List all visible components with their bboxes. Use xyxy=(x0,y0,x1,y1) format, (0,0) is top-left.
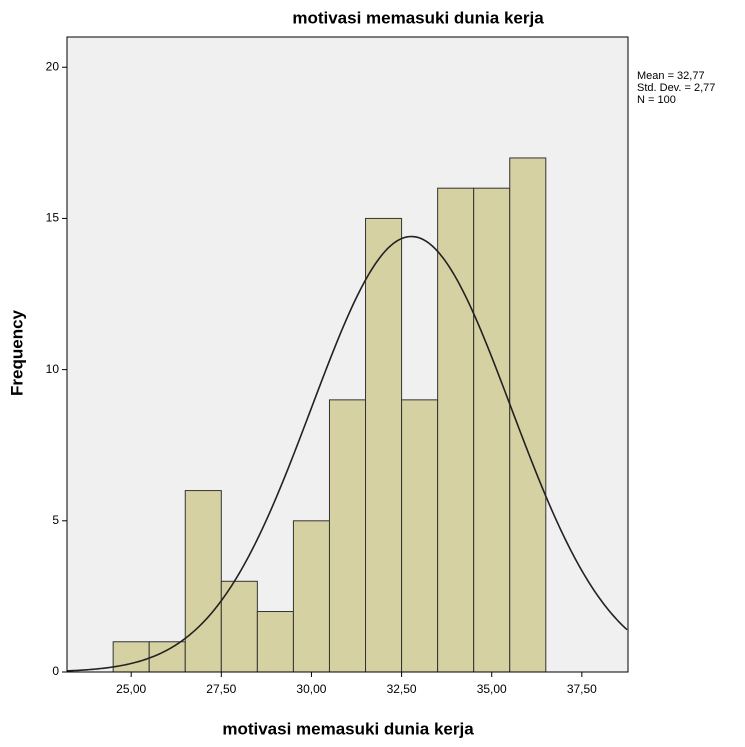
y-axis-label: Frequency xyxy=(7,309,26,396)
y-tick-label: 15 xyxy=(46,211,60,225)
bar xyxy=(220,580,258,673)
y-tick-label: 10 xyxy=(46,362,60,376)
chart-title: motivasi memasuki dunia kerja xyxy=(292,8,544,27)
y-tick-label: 0 xyxy=(52,664,59,678)
bar xyxy=(365,217,403,673)
y-tick-label: 20 xyxy=(46,59,60,73)
normal-curve xyxy=(66,235,628,672)
bar xyxy=(292,520,330,673)
stat-sd: Std. Dev. = 2,77 xyxy=(637,82,715,94)
stat-n: N = 100 xyxy=(637,94,676,106)
bar xyxy=(112,641,150,673)
bar xyxy=(184,490,222,673)
x-tick-label: 25,00 xyxy=(116,682,146,696)
bar xyxy=(437,187,475,673)
x-tick-label: 30,00 xyxy=(296,682,326,696)
x-axis-label: motivasi memasuki dunia kerja xyxy=(222,719,474,738)
bar xyxy=(509,157,547,673)
x-tick-label: 37,50 xyxy=(567,682,597,696)
bar xyxy=(328,399,367,673)
bar xyxy=(148,641,186,673)
bar xyxy=(473,187,511,673)
bar xyxy=(401,399,439,673)
plot-border xyxy=(66,36,629,673)
x-tick-label: 32,50 xyxy=(387,682,417,696)
y-tick-label: 5 xyxy=(52,513,59,527)
stat-mean: Mean = 32,77 xyxy=(637,70,705,82)
x-tick-label: 27,50 xyxy=(206,682,236,696)
bar xyxy=(256,611,294,673)
x-tick-label: 35,00 xyxy=(477,682,507,696)
